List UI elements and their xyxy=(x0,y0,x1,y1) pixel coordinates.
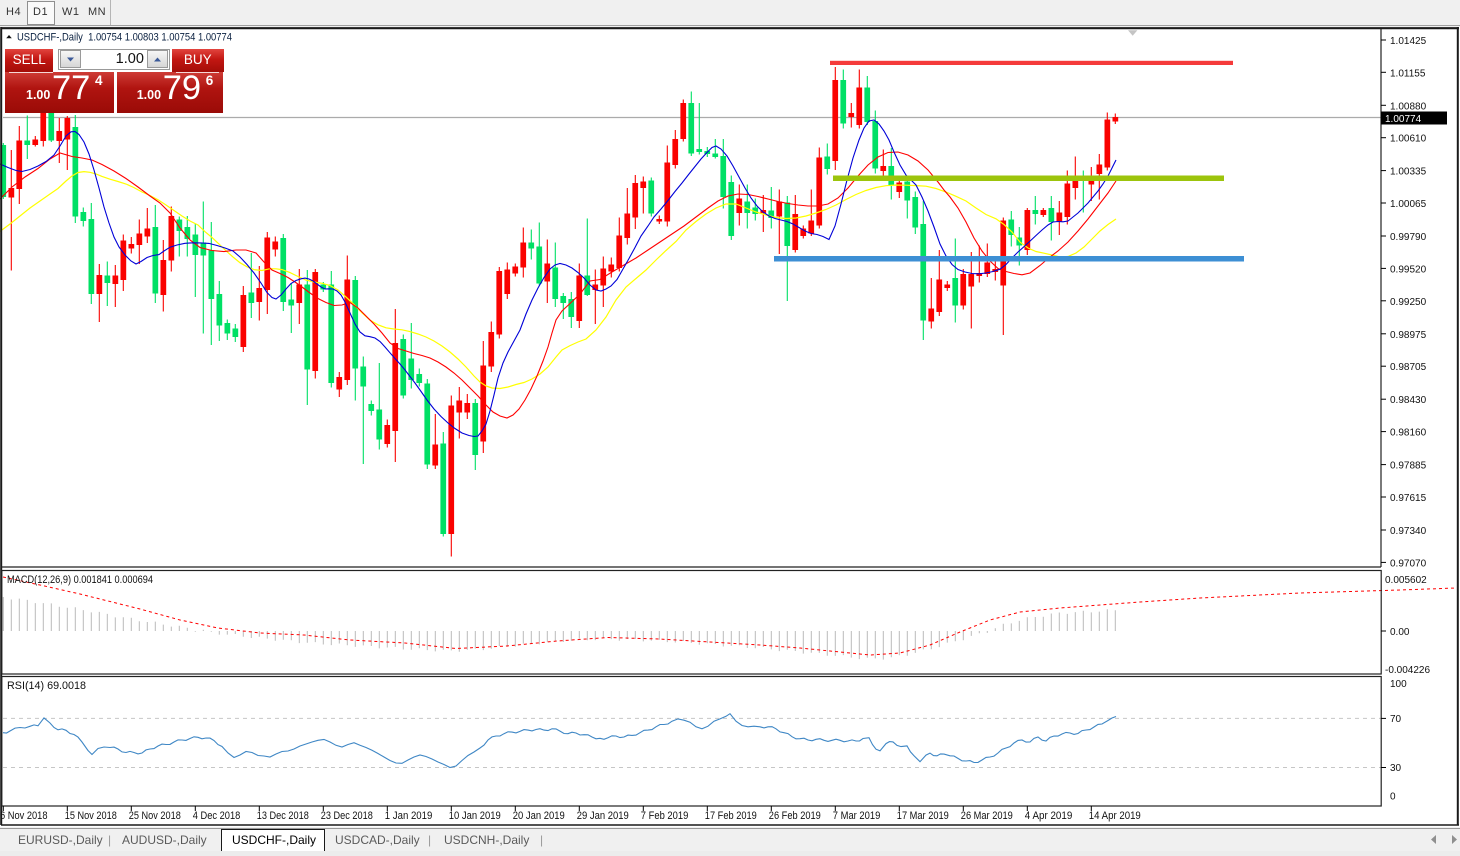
svg-text:70: 70 xyxy=(1390,714,1402,725)
svg-text:25 Nov 2018: 25 Nov 2018 xyxy=(129,810,181,822)
svg-text:100: 100 xyxy=(1390,679,1407,690)
svg-text:23 Dec 2018: 23 Dec 2018 xyxy=(321,810,373,822)
svg-text:0.98160: 0.98160 xyxy=(1390,428,1427,439)
svg-text:17 Mar 2019: 17 Mar 2019 xyxy=(897,810,949,822)
svg-text:-0.004226: -0.004226 xyxy=(1385,665,1430,676)
svg-text:0.99790: 0.99790 xyxy=(1390,232,1427,243)
svg-text:0.98705: 0.98705 xyxy=(1390,362,1427,373)
svg-text:RSI(14) 69.0018: RSI(14) 69.0018 xyxy=(7,680,86,692)
svg-text:7 Mar 2019: 7 Mar 2019 xyxy=(833,810,881,822)
svg-text:6 Nov 2018: 6 Nov 2018 xyxy=(0,810,48,822)
svg-text:0.98430: 0.98430 xyxy=(1390,395,1427,406)
svg-text:1.00610: 1.00610 xyxy=(1390,134,1427,145)
svg-text:0.99520: 0.99520 xyxy=(1390,264,1427,275)
svg-text:1.00335: 1.00335 xyxy=(1390,167,1427,178)
svg-text:14 Apr 2019: 14 Apr 2019 xyxy=(1089,810,1141,822)
svg-text:0.005602: 0.005602 xyxy=(1385,575,1427,586)
svg-text:17 Feb 2019: 17 Feb 2019 xyxy=(705,810,757,822)
svg-text:1.01425: 1.01425 xyxy=(1390,36,1427,47)
svg-text:0.97615: 0.97615 xyxy=(1390,493,1427,504)
svg-text:4 Apr 2019: 4 Apr 2019 xyxy=(1025,810,1073,822)
svg-text:1.00774: 1.00774 xyxy=(1385,114,1422,125)
svg-text:1.00065: 1.00065 xyxy=(1390,199,1427,210)
svg-text:0.99250: 0.99250 xyxy=(1390,297,1427,308)
svg-text:0.97340: 0.97340 xyxy=(1390,526,1427,537)
svg-text:0.97070: 0.97070 xyxy=(1390,558,1427,569)
svg-text:1.01155: 1.01155 xyxy=(1390,68,1426,79)
svg-text:1 Jan 2019: 1 Jan 2019 xyxy=(385,810,433,822)
svg-text:30: 30 xyxy=(1390,763,1402,774)
svg-text:7 Feb 2019: 7 Feb 2019 xyxy=(641,810,689,822)
svg-text:13 Dec 2018: 13 Dec 2018 xyxy=(257,810,309,822)
svg-text:10 Jan 2019: 10 Jan 2019 xyxy=(449,810,501,822)
svg-text:15 Nov 2018: 15 Nov 2018 xyxy=(65,810,117,822)
svg-text:29 Jan 2019: 29 Jan 2019 xyxy=(577,810,629,822)
svg-text:26 Mar 2019: 26 Mar 2019 xyxy=(961,810,1013,822)
svg-text:0.98975: 0.98975 xyxy=(1390,330,1427,341)
svg-text:4 Dec 2018: 4 Dec 2018 xyxy=(193,810,241,822)
svg-text:0.97885: 0.97885 xyxy=(1390,461,1427,472)
svg-text:MACD(12,26,9) 0.001841 0.00069: MACD(12,26,9) 0.001841 0.000694 xyxy=(7,574,153,586)
svg-text:1.00880: 1.00880 xyxy=(1390,101,1427,112)
svg-text:20 Jan 2019: 20 Jan 2019 xyxy=(513,810,565,822)
svg-text:26 Feb 2019: 26 Feb 2019 xyxy=(769,810,821,822)
svg-text:USDCHF-,Daily 1.00754 1.00803: USDCHF-,Daily 1.00754 1.00803 1.00754 1.… xyxy=(17,32,232,44)
svg-text:0: 0 xyxy=(1390,792,1396,803)
svg-text:0.00: 0.00 xyxy=(1390,627,1410,638)
